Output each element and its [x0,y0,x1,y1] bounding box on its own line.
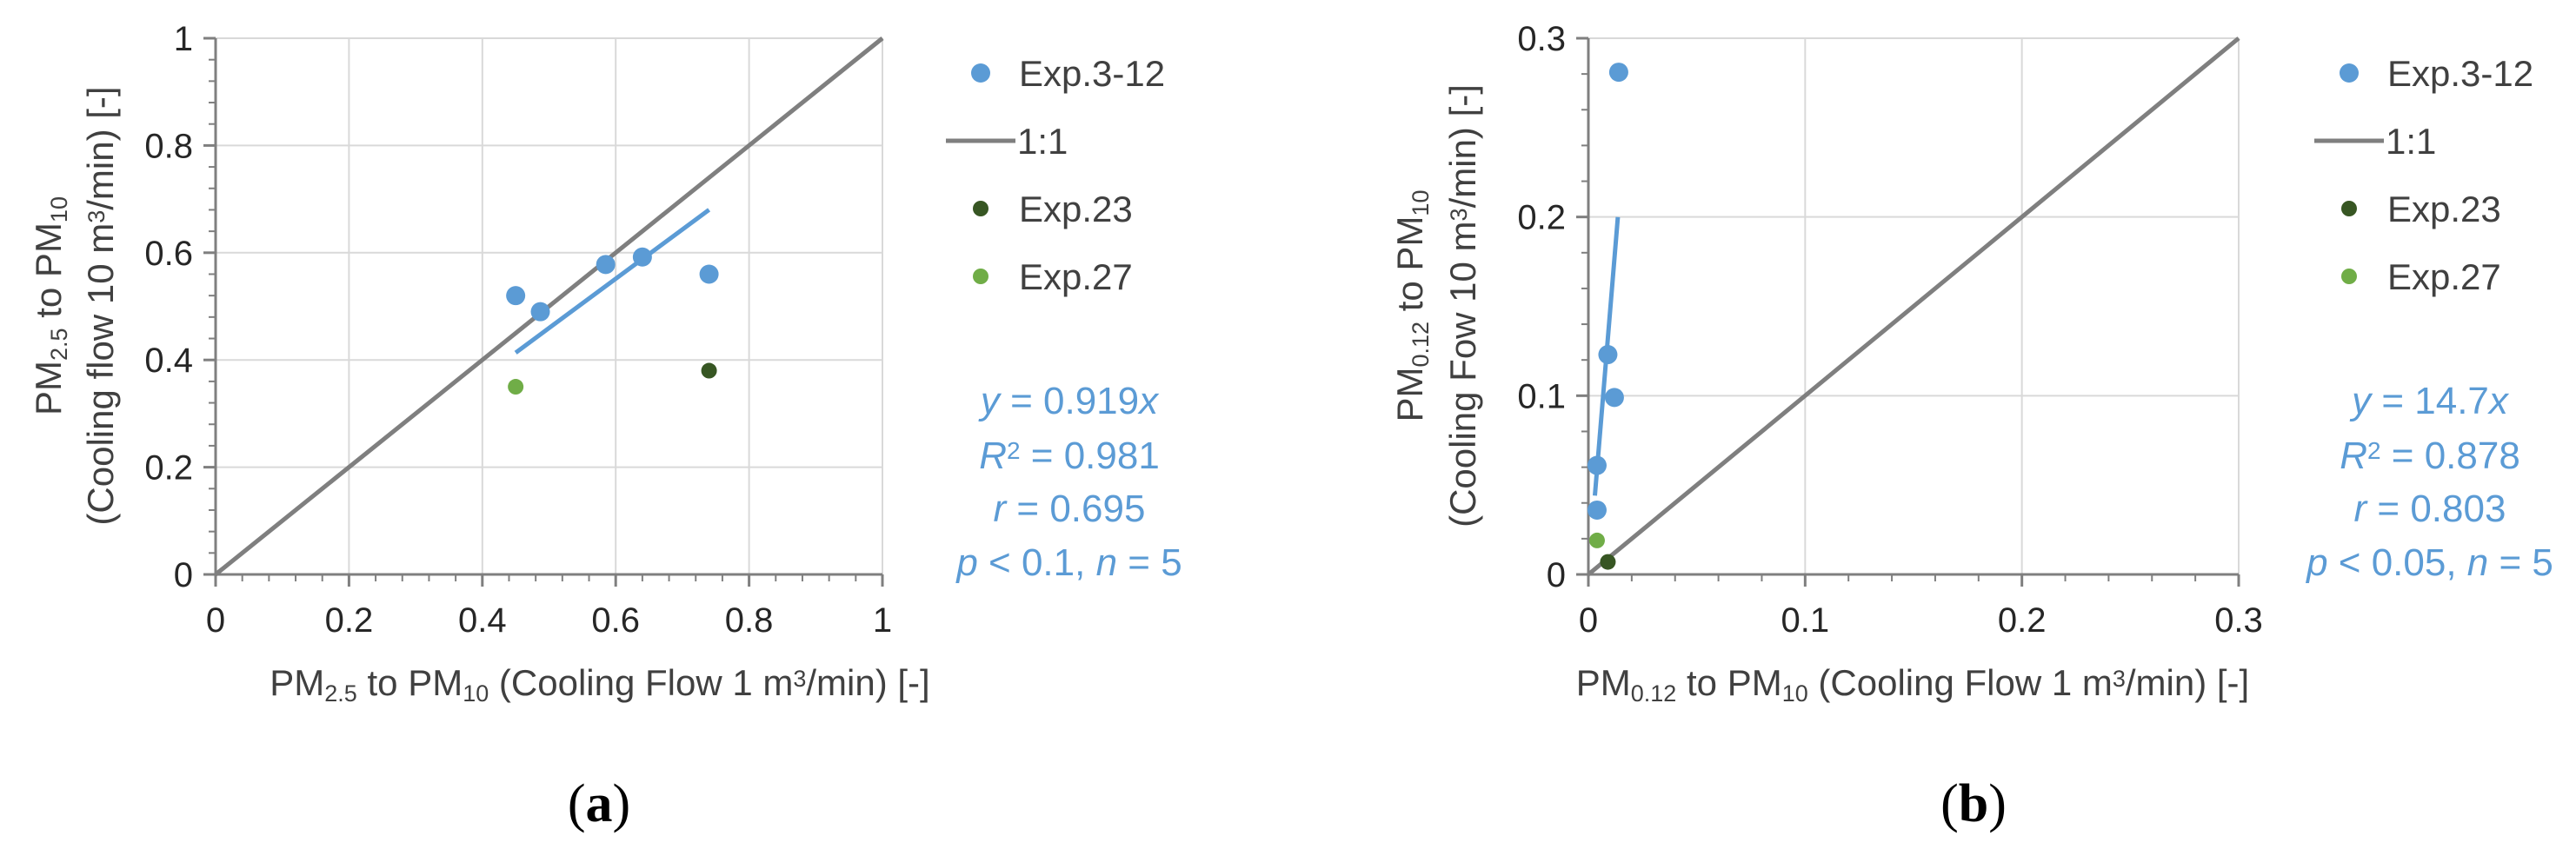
chart-a-legend-label: Exp.3-12 [1019,53,1165,94]
chart-a-legend-marker [973,269,988,284]
chart-b-x-tick-label: 0.3 [2214,601,2263,640]
chart-b-legend-marker [2341,269,2357,284]
chart-a-y-tick-label: 0.6 [144,235,193,273]
chart-a-legend-label: Exp.27 [1019,256,1133,297]
chart-a-point-exp-3-12 [632,247,652,267]
chart-b-legend-label: Exp.3-12 [2387,53,2533,94]
chart-b-one-to-one-line [1587,36,2240,576]
chart-b-y-tick-label: 0.2 [1517,199,1566,237]
chart-b-x-tick-label: 0.1 [1781,601,1830,640]
chart-b-stats-line4: p < 0.05, n = 5 [2305,541,2553,584]
chart-b-point-exp-27 [1588,532,1605,548]
chart-b-legend-label: Exp.27 [2387,256,2501,297]
chart-a-stats-line1: y = 0.919x [978,380,1160,422]
chart-b-x-tick-label: 0 [1579,601,1598,640]
chart-b-point-exp-3-12 [1587,500,1607,520]
chart-a-x-tick-label: 0 [206,601,225,640]
chart-a-point-exp-3-12 [699,264,719,284]
chart-a-x-tick-label: 1 [873,601,892,640]
chart-b-panel-label: (b) [1940,774,2007,833]
chart-a-point-exp-27 [508,379,524,395]
chart-a-point-exp-3-12 [530,302,550,322]
chart-b-legend-marker [2340,63,2359,83]
chart-a-point-exp-23 [701,362,717,379]
chart-a-y-axis-label-line2: (Cooling flow 10 m3/min) [-] [80,86,121,525]
chart-b-point-exp-3-12 [1587,455,1607,475]
chart-b: 0 0.1 0.2 0.3 0 0.1 0.2 0.3 Exp.3-12 1:1 Exp.23 Exp… [1389,20,2553,833]
chart-b-point-exp-3-12 [1598,345,1618,365]
chart-b-stats-line1: y = 14.7x [2349,380,2510,422]
chart-a-one-to-one-line [214,36,884,576]
chart-b-legend-label: 1:1 [2386,121,2436,162]
chart-b-y-tick-label: 0.3 [1517,20,1566,58]
chart-b-y-tick-label: 0 [1547,556,1566,594]
chart-a: 0 0.2 0.4 0.6 0.8 1 0 0.2 0.4 0.6 0.8 1 Exp.3-12 1:1 E… [28,20,1182,833]
chart-a-x-tick-label: 0.4 [458,601,507,640]
chart-a-x-tick-label: 0.2 [325,601,374,640]
chart-b-point-exp-23 [1600,554,1616,570]
chart-a-stats-line2: R2 = 0.981 [979,435,1160,477]
chart-a-legend-label: 1:1 [1017,121,1068,162]
chart-a-y-tick-label: 0.2 [144,449,193,488]
chart-a-legend-label: Exp.23 [1019,189,1133,229]
chart-a-y-tick-label: 1 [174,20,193,58]
chart-b-stats-line2: R2 = 0.878 [2340,435,2520,477]
chart-b-x-tick-label: 0.2 [1998,601,2047,640]
chart-b-legend-marker [2341,201,2357,216]
chart-b-y-tick-label: 0.1 [1517,377,1566,415]
chart-a-legend-marker [973,201,988,216]
chart-b-y-axis-label-line1: PM0.12 to PM10 [1389,190,1434,422]
chart-a-legend-marker [971,63,990,83]
chart-a-stats-line4: p < 0.1, n = 5 [955,541,1181,584]
chart-b-x-axis-label: PM0.12 to PM10 (Cooling Flow 1 m3/min) [… [1576,662,2249,707]
chart-b-point-exp-3-12 [1604,388,1624,408]
chart-b-y-axis-label-line2: (Cooling Fow 10 m3/min) [-] [1442,84,1483,528]
chart-b-point-exp-3-12 [1608,63,1628,83]
chart-a-y-tick-label: 0.8 [144,127,193,165]
chart-a-x-tick-label: 0.6 [591,601,640,640]
chart-a-point-exp-3-12 [506,286,526,306]
chart-b-stats-line3: r = 0.803 [2354,488,2506,530]
chart-a-panel-label: (a) [568,774,630,833]
chart-a-y-tick-label: 0 [174,556,193,594]
chart-a-x-tick-label: 0.8 [725,601,774,640]
chart-a-fit-line [514,208,711,355]
chart-a-point-exp-3-12 [596,255,616,275]
chart-a-y-axis-label-line1: PM2.5 to PM10 [28,196,72,415]
chart-b-legend-label: Exp.23 [2387,189,2501,229]
chart-a-stats-line3: r = 0.695 [994,488,1146,530]
chart-a-y-tick-label: 0.4 [144,342,193,380]
chart-a-x-axis-label: PM2.5 to PM10 (Cooling Flow 1 m3/min) [-… [270,662,929,707]
